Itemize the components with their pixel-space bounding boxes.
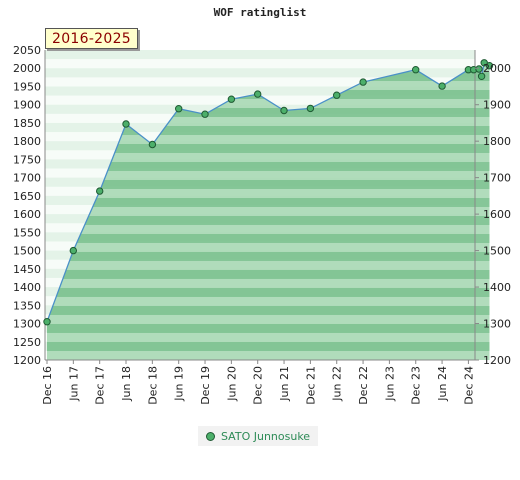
x-tick-label: Dec 23 bbox=[410, 366, 423, 405]
y-tick-label-right: 1200 bbox=[483, 354, 511, 367]
data-point bbox=[69, 246, 78, 255]
x-tick-label: Jun 24 bbox=[436, 366, 449, 402]
legend-marker-icon bbox=[206, 431, 215, 441]
data-point bbox=[227, 95, 236, 103]
y-tick-label-left: 1300 bbox=[13, 318, 41, 331]
x-tick-label: Dec 20 bbox=[252, 366, 265, 405]
data-point bbox=[122, 120, 130, 128]
data-point bbox=[43, 318, 51, 326]
y-tick-label-right: 2000 bbox=[483, 62, 511, 75]
x-tick-label: Jun 19 bbox=[173, 366, 186, 402]
period-badge: 2016-2025 bbox=[45, 28, 139, 49]
data-point bbox=[477, 72, 486, 81]
y-tick-label-right: 1800 bbox=[483, 135, 511, 148]
y-tick-label-left: 1550 bbox=[13, 226, 41, 239]
y-tick-label-left: 1800 bbox=[13, 135, 41, 148]
data-point bbox=[485, 61, 494, 70]
y-tick-label-left: 1650 bbox=[13, 190, 41, 203]
x-tick-label: Dec 16 bbox=[41, 366, 54, 405]
y-tick-label-left: 1400 bbox=[13, 281, 41, 294]
y-tick-label-right: 1900 bbox=[483, 99, 511, 112]
y-tick-label-left: 2050 bbox=[13, 44, 41, 57]
data-point bbox=[148, 140, 157, 149]
x-tick-label: Jun 23 bbox=[383, 366, 396, 402]
y-tick-label-left: 2000 bbox=[13, 62, 41, 75]
x-tick-label: Dec 19 bbox=[199, 366, 212, 405]
data-point bbox=[359, 78, 367, 86]
x-tick-label: Dec 17 bbox=[94, 366, 107, 405]
data-point bbox=[475, 65, 483, 73]
y-tick-label-left: 1350 bbox=[13, 299, 41, 312]
x-axis: Dec 16 Jun 17 Dec 17 Jun 18 Dec 18 Jun 19 Dec … bbox=[41, 360, 475, 405]
data-point bbox=[306, 104, 315, 113]
y-axis-right: 1200 1300 1400 1500 1600 1700 1800 1900 2000 bbox=[475, 62, 511, 367]
area-fill bbox=[47, 62, 490, 361]
x-tick-label: Jun 20 bbox=[225, 366, 238, 402]
data-point bbox=[96, 187, 104, 195]
y-tick-label-left: 1700 bbox=[13, 172, 41, 185]
data-point bbox=[412, 66, 420, 74]
y-tick-label-right: 1300 bbox=[483, 318, 511, 331]
series-area bbox=[47, 62, 490, 361]
y-tick-label-left: 1750 bbox=[13, 153, 41, 166]
legend[interactable]: SATO Junnosuke bbox=[198, 426, 319, 446]
data-point bbox=[438, 82, 446, 90]
x-tick-label: Jun 17 bbox=[67, 366, 80, 402]
data-point bbox=[333, 91, 341, 99]
x-tick-label: Dec 18 bbox=[146, 366, 159, 405]
y-tick-label-left: 1600 bbox=[13, 208, 41, 221]
x-tick-label: Dec 24 bbox=[462, 366, 475, 405]
x-tick-label: Jun 22 bbox=[331, 366, 344, 402]
x-tick-label: Dec 21 bbox=[304, 366, 317, 405]
y-tick-label-left: 1250 bbox=[13, 336, 41, 349]
y-tick-label-right: 1400 bbox=[483, 281, 511, 294]
y-tick-label-left: 1500 bbox=[13, 245, 41, 258]
data-point bbox=[175, 105, 183, 113]
x-tick-label: Jun 18 bbox=[120, 366, 133, 402]
data-point bbox=[254, 90, 262, 98]
y-tick-label-left: 1950 bbox=[13, 80, 41, 93]
y-tick-label-left: 1450 bbox=[13, 263, 41, 276]
axes bbox=[44, 50, 476, 361]
chart-title: WOF ratinglist bbox=[213, 6, 307, 19]
data-point bbox=[280, 106, 288, 115]
y-tick-label-right: 1600 bbox=[483, 208, 511, 221]
data-points bbox=[43, 59, 494, 326]
y-tick-label-right: 1700 bbox=[483, 172, 511, 185]
y-axis-left: 1200 1250 1300 1350 1400 1450 1500 1550 1600 1650… bbox=[13, 44, 41, 367]
y-tick-label-left: 1850 bbox=[13, 117, 41, 130]
y-tick-label-left: 1200 bbox=[13, 354, 41, 367]
x-tick-label: Dec 22 bbox=[357, 366, 370, 405]
data-point bbox=[201, 110, 209, 118]
legend-label: SATO Junnosuke bbox=[221, 429, 311, 443]
y-tick-label-right: 1500 bbox=[483, 245, 511, 258]
x-tick-label: Jun 21 bbox=[278, 366, 291, 402]
y-tick-label-left: 1900 bbox=[13, 99, 41, 112]
